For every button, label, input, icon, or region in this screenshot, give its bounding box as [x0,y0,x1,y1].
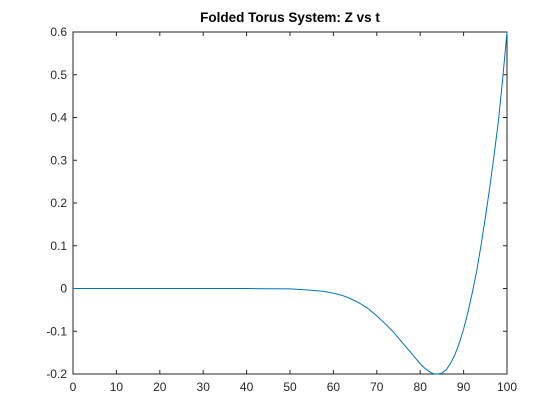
y-tick-label: 0.5 [50,68,67,82]
x-tick-label: 0 [70,380,77,394]
x-tick-label: 80 [414,380,428,394]
chart-title: Folded Torus System: Z vs t [200,10,380,25]
x-tick-label: 100 [497,380,517,394]
axis-ticks [72,31,508,375]
x-tick-label: 90 [457,380,471,394]
x-tick-label: 30 [197,380,211,394]
series-layer [73,31,508,375]
x-tick-label: 60 [327,380,341,394]
x-tick-label: 20 [153,380,167,394]
y-tick-label: 0.6 [50,25,67,39]
x-tick-label: 50 [283,380,297,394]
x-tick-label: 10 [110,380,124,394]
y-tick-label: -0.2 [46,367,67,381]
y-tick-label: 0.2 [50,196,67,210]
x-axis-tick-labels: 0 10 20 30 40 50 60 70 80 90 100 [70,380,518,394]
y-tick-label: 0.1 [50,239,67,253]
series-line-0 [73,31,508,375]
x-tick-label: 70 [370,380,384,394]
y-tick-label: 0.4 [50,111,67,125]
y-tick-label: 0 [60,282,67,296]
plot-area [72,31,508,375]
y-tick-label: -0.1 [46,324,67,338]
y-axis-tick-labels: -0.2 -0.1 0 0.1 0.2 0.3 0.4 0.5 0.6 [46,25,67,381]
y-tick-label: 0.3 [50,153,67,167]
x-tick-label: 40 [240,380,254,394]
